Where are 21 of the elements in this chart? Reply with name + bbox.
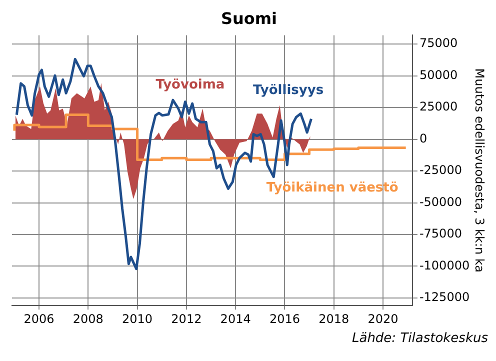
y-tick-label: -75000: [419, 226, 462, 241]
y-axis-title: Muutos edellisvuodesta, 3 kk:n ka: [472, 68, 487, 273]
chart-title: Suomi: [220, 8, 278, 28]
text: Lähde: Tilastokeskus: [350, 330, 488, 348]
x-tick-label: 2006: [24, 312, 54, 326]
y-tick-label: 25000: [419, 100, 458, 114]
y-tick-label: 75000: [419, 36, 458, 50]
x-tick-label: 2012: [171, 312, 202, 326]
y-tick-label: -125000: [419, 290, 470, 304]
x-tick-label: 2018: [318, 312, 350, 326]
x-tick-label: 2010: [122, 312, 153, 326]
y-tick-label: -50000: [419, 194, 462, 209]
y-tick-label: 50000: [419, 68, 458, 82]
series-label: Työllisyys: [253, 83, 324, 98]
x-tick-label: 2016: [269, 312, 300, 326]
x-tick-label: 2014: [220, 312, 251, 326]
y-tick-label: -25000: [419, 163, 462, 178]
x-tick-label: 2020: [368, 312, 398, 326]
x-tick-label: 2008: [72, 312, 104, 326]
y-tick-label: -100000: [419, 258, 470, 272]
y-tick-label: 0: [419, 131, 428, 146]
